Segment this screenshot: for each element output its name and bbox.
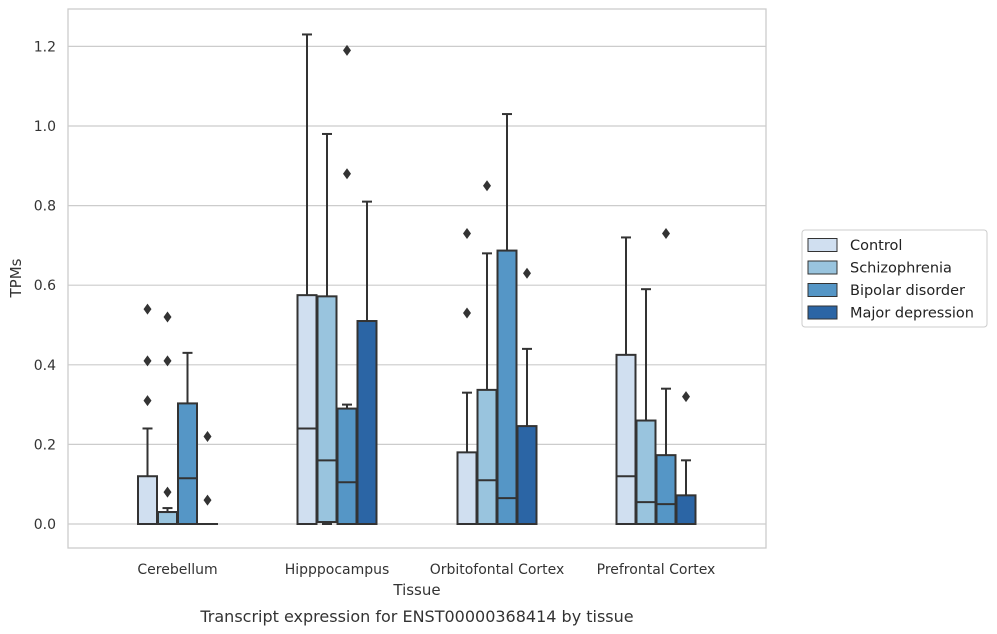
outlier-point	[463, 307, 471, 319]
box-rect	[157, 511, 178, 525]
y-tick-label: 1.2	[34, 39, 56, 55]
legend: Control Schizophrenia Bipolar disorder Majo…	[801, 229, 988, 328]
legend-swatch	[807, 260, 838, 275]
legend-frame	[801, 229, 988, 328]
outlier-point	[343, 168, 351, 180]
box-rect	[356, 320, 378, 525]
legend-label: Schizophrenia	[850, 261, 952, 277]
box-major-depression	[516, 267, 538, 526]
x-tick-label: Cerebellum	[137, 562, 217, 578]
outlier-point	[143, 395, 152, 407]
outlier-point	[163, 311, 172, 323]
box-control	[456, 227, 478, 525]
box-rect	[137, 475, 158, 525]
outlier-point	[682, 391, 690, 403]
y-tick-label: 0.6	[34, 278, 56, 294]
outlier-point	[483, 180, 491, 192]
x-tick-labels: Cerebellum Hipppocampus Orbitofontal Corte…	[137, 562, 715, 578]
outlier-point	[143, 355, 152, 367]
legend-swatch	[807, 238, 838, 252]
outlier-point	[143, 303, 152, 315]
box-rect	[635, 419, 657, 525]
box-bipolar-disorder	[336, 44, 358, 525]
box-series	[137, 33, 697, 526]
box-schizophrenia	[635, 288, 657, 525]
box-rect	[476, 388, 498, 525]
box-rect	[336, 407, 358, 525]
y-axis-label: TPMs	[7, 258, 25, 298]
box-rect	[296, 294, 318, 525]
legend-label: Major depression	[850, 306, 974, 322]
x-axis-label: Tissue	[392, 581, 440, 599]
box-schizophrenia	[157, 311, 178, 525]
y-tick-label: 0.2	[34, 437, 56, 453]
box-control	[615, 236, 637, 525]
box-control	[137, 303, 158, 525]
x-tick-label: Orbitofontal Cortex	[430, 562, 565, 578]
box-rect	[516, 425, 538, 526]
y-tick-label: 1.0	[34, 119, 56, 135]
box-schizophrenia	[316, 132, 338, 525]
outlier-point	[203, 430, 212, 442]
box-rect	[177, 402, 198, 526]
legend-label: Bipolar disorder	[850, 283, 965, 299]
y-tick-labels: 0.0 0.2 0.4 0.6 0.8 1.0 1.2	[34, 39, 56, 533]
box-rect	[456, 451, 478, 525]
gridlines	[68, 45, 766, 525]
box-control	[296, 33, 318, 525]
box-schizophrenia	[476, 180, 498, 525]
outlier-point	[662, 227, 670, 239]
outlier-point	[463, 227, 471, 239]
box-major-depression	[356, 200, 378, 525]
box-rect	[496, 249, 518, 525]
box-major-depression	[675, 391, 697, 525]
outlier-point	[203, 494, 212, 506]
x-tick-label: Hipppocampus	[285, 562, 390, 578]
box-bipolar-disorder	[177, 351, 198, 526]
outlier-point	[163, 486, 172, 498]
legend-swatch	[807, 305, 838, 320]
x-tick-label: Prefrontal Cortex	[597, 562, 716, 578]
y-tick-label: 0.4	[34, 358, 56, 374]
box-bipolar-disorder	[655, 227, 677, 525]
box-rect	[615, 353, 637, 525]
box-major-depression	[197, 430, 218, 526]
outlier-point	[523, 267, 531, 279]
legend-label: Control	[850, 238, 902, 254]
box-rect	[316, 295, 338, 524]
y-tick-label: 0.8	[34, 199, 56, 215]
legend-swatch	[807, 283, 838, 297]
outlier-point	[163, 355, 172, 367]
box-bipolar-disorder	[496, 113, 518, 525]
chart-caption: Transcript expression for ENST0000036841…	[199, 607, 633, 626]
plot-frame	[67, 8, 767, 549]
y-tick-label: 0.0	[34, 517, 56, 533]
box-rect	[675, 494, 697, 525]
box-rect	[655, 454, 677, 525]
outlier-point	[343, 44, 351, 56]
